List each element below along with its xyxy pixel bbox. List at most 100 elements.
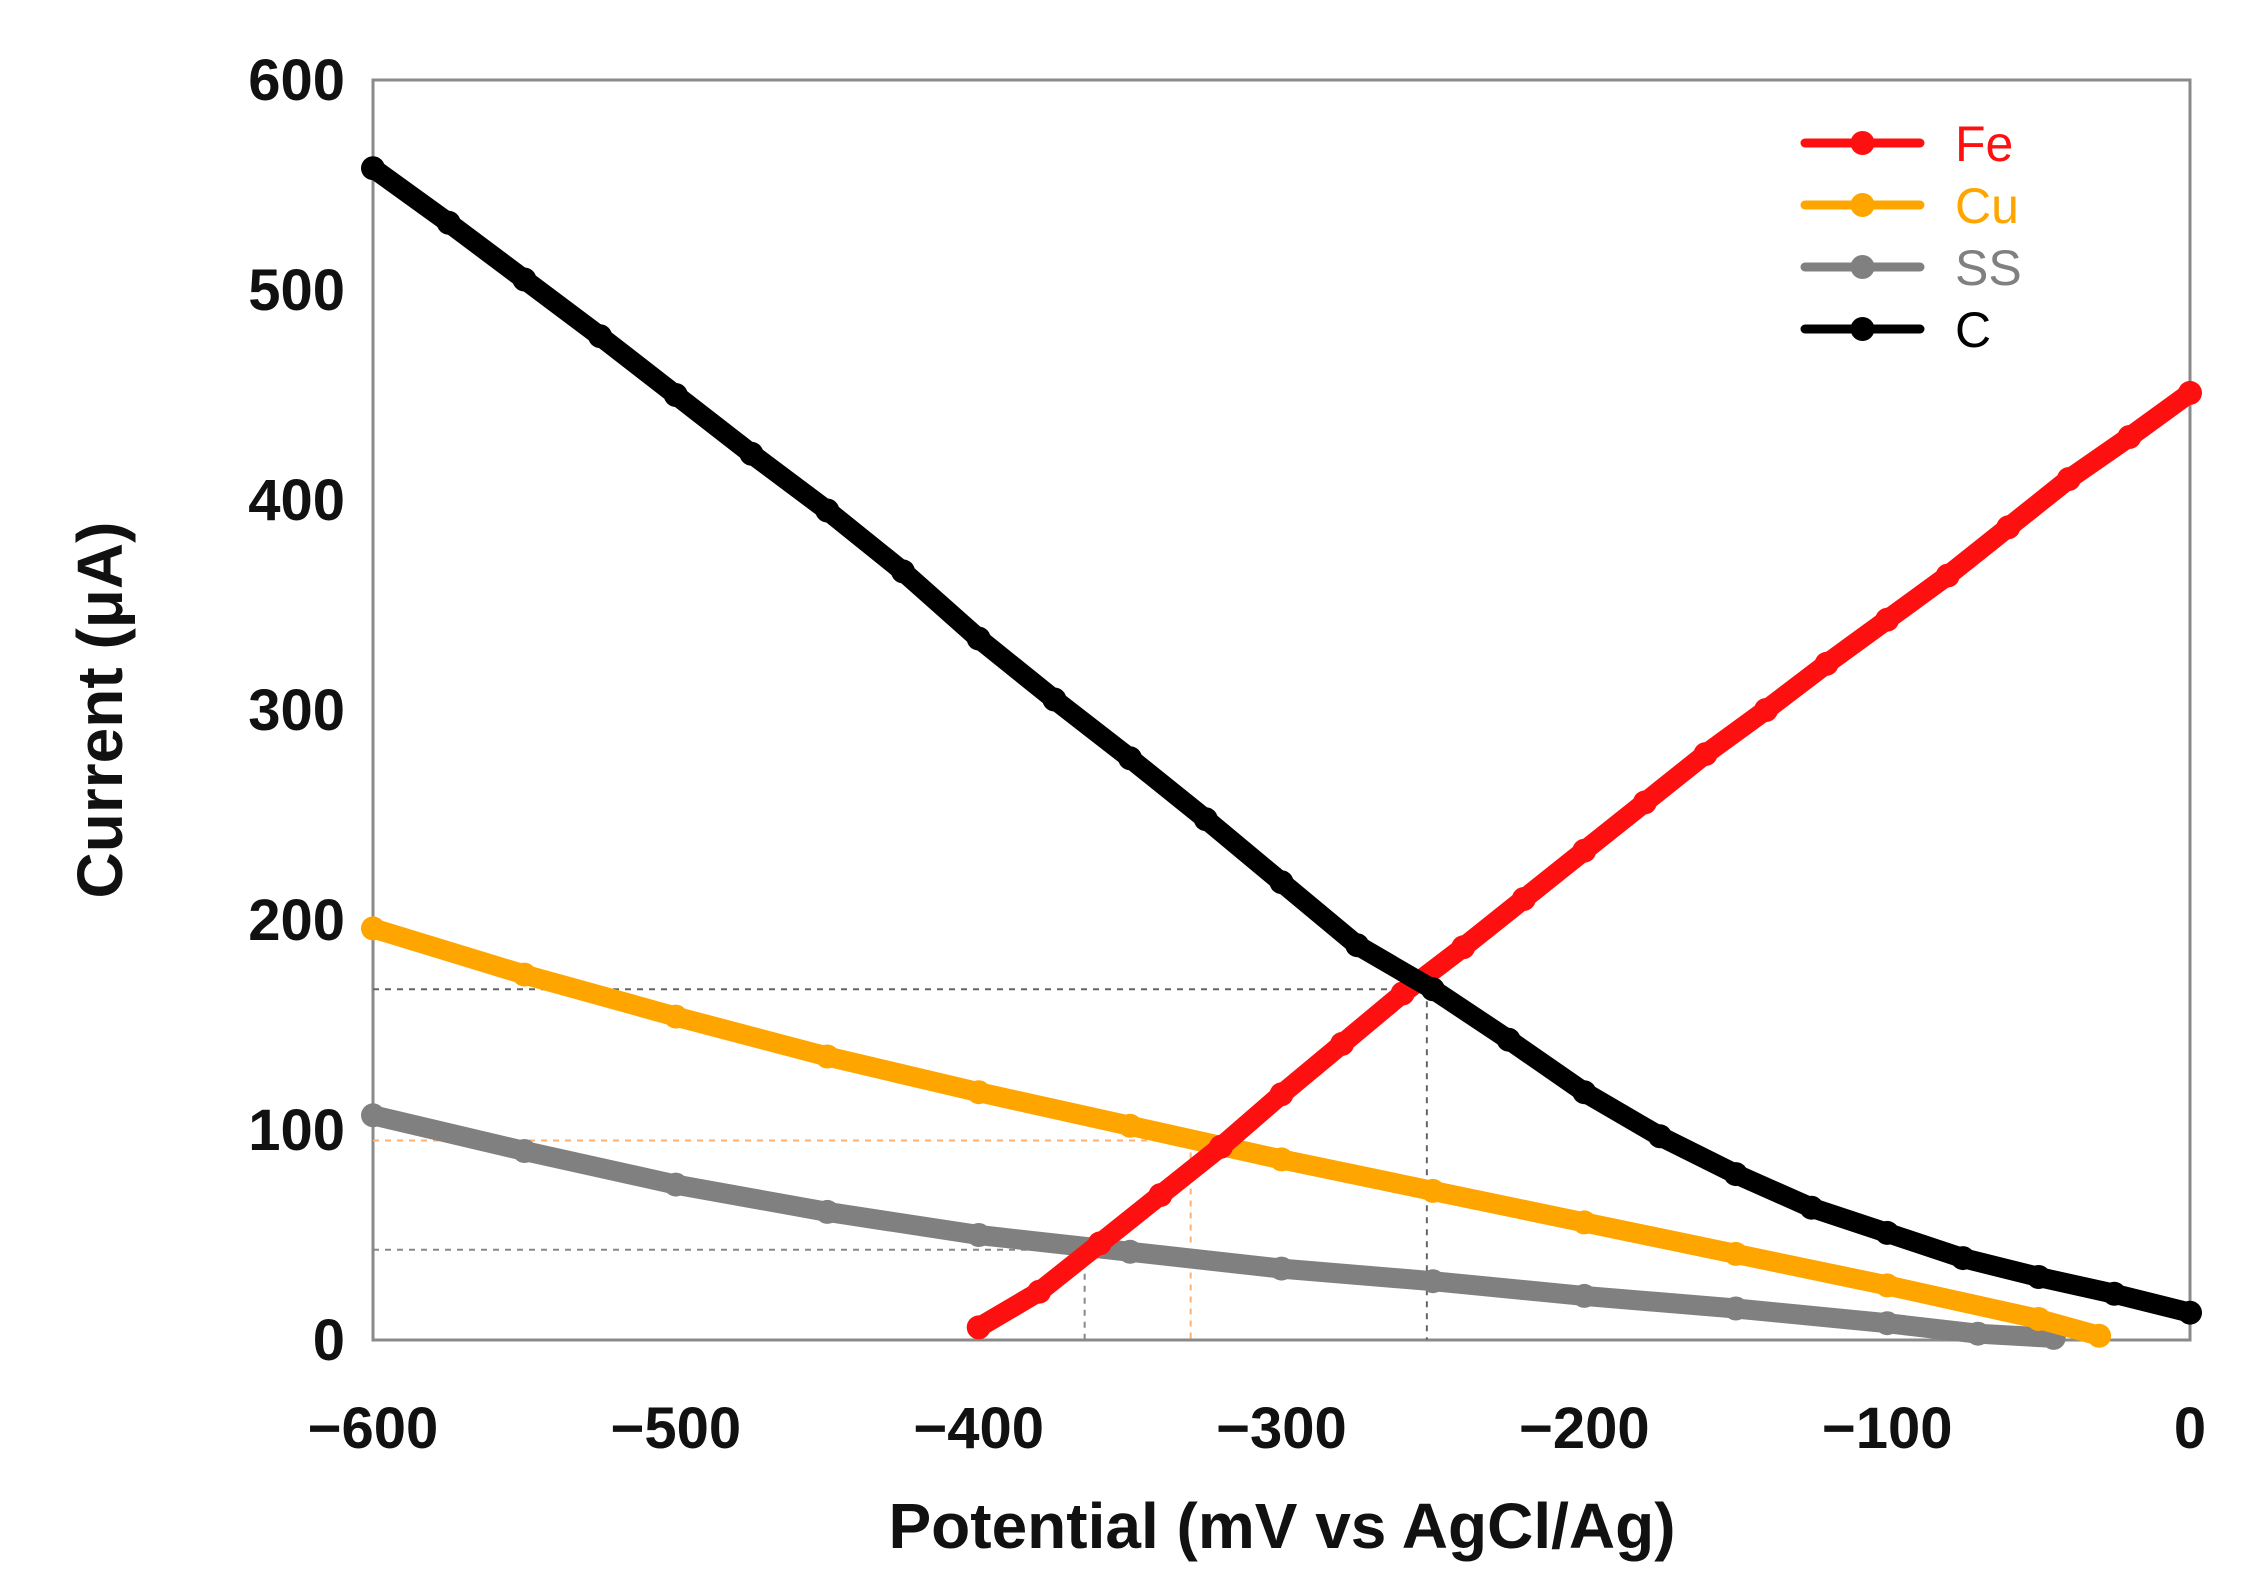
data-point-ss [966,1223,991,1247]
data-point-fe [1814,651,1839,676]
data-point-cu [1420,1178,1445,1203]
data-point-c [891,559,915,584]
data-point-fe [1027,1279,1052,1304]
data-point-ss [1875,1311,1900,1336]
data-point-c [1496,1027,1521,1052]
data-point-c [1269,870,1294,895]
legend-marker-ss [1850,255,1875,279]
data-point-cu [361,916,385,941]
data-point-fe [1935,563,1960,588]
data-point-cu [1269,1147,1294,1172]
data-point-cu [815,1044,840,1069]
data-point-fe [1451,935,1476,960]
y-tick-label: 400 [248,468,345,533]
data-point-c [1875,1220,1900,1245]
y-axis-title: Current (μA) [64,522,136,899]
data-point-fe [1632,790,1657,815]
data-point-c [1193,807,1218,832]
data-point-cu [1875,1273,1900,1298]
data-point-c [588,324,613,349]
plot-frame [371,78,2192,1342]
data-point-ss [512,1139,537,1163]
data-point-fe [1754,698,1778,722]
data-point-c [2026,1265,2051,1289]
data-point-c [663,383,688,407]
data-point-ss [1572,1283,1597,1308]
data-point-c [1118,746,1143,771]
data-point-c [1648,1124,1672,1149]
x-tick-label: −100 [1822,1396,1953,1461]
y-tick-label: 200 [248,888,345,953]
data-point-cu [1723,1241,1748,1266]
data-point-c [815,498,840,523]
data-point-fe [1572,838,1597,863]
data-point-cu [1572,1210,1597,1235]
data-point-ss [815,1199,840,1224]
series-layer [361,156,2202,1350]
data-point-c [361,156,385,181]
data-point-fe [1087,1231,1112,1256]
data-point-ss [1420,1269,1445,1294]
legend-label-c: C [1955,302,1991,358]
data-point-fe [1330,1031,1355,1056]
x-axis-title: Potential (mV vs AgCl/Ag) [888,1490,1675,1562]
data-point-ss [1966,1321,1990,1346]
legend-marker-cu [1850,193,1875,217]
y-tick-label: 100 [248,1098,345,1163]
data-point-cu [2087,1323,2112,1348]
legend-label-fe: Fe [1955,116,2013,172]
data-point-fe [1208,1134,1233,1159]
data-point-fe [966,1315,991,1340]
x-tick-label: −600 [308,1396,439,1461]
data-point-fe [1148,1183,1173,1208]
y-axis-ticks: 0 100 200 300 400 500 600 [248,48,345,1373]
data-point-cu [966,1080,991,1105]
data-point-fe [1875,607,1900,632]
data-point-fe [2178,380,2202,405]
data-point-ss [1723,1296,1748,1321]
data-point-fe [2117,425,2142,449]
data-point-fe [2056,467,2081,491]
x-tick-label: 0 [2174,1396,2206,1461]
data-point-fe [1693,742,1718,767]
data-point-ss [361,1103,385,1128]
data-point-cu [663,1004,688,1029]
data-point-c [1572,1080,1597,1105]
data-point-fe [1996,515,2021,540]
data-point-cu [2026,1307,2051,1331]
data-point-c [966,626,991,651]
legend-label-cu: Cu [1955,178,2019,234]
data-point-c [1042,687,1067,712]
legend-marker-c [1850,317,1875,341]
data-point-fe [1390,981,1415,1006]
x-tick-label: −200 [1519,1396,1650,1461]
data-point-ss [1118,1239,1143,1264]
data-point-c [1723,1162,1748,1187]
y-tick-label: 500 [248,258,345,323]
data-point-ss [663,1172,688,1197]
data-point-ss [1269,1256,1294,1281]
data-point-cu [1118,1113,1143,1138]
data-point-c [739,441,764,466]
legend: Fe Cu SS C [1800,116,2022,358]
data-point-fe [1269,1082,1294,1107]
y-tick-label: 0 [313,1308,345,1373]
legend-label-ss: SS [1955,240,2022,296]
legend-marker-fe [1850,131,1875,155]
data-point-c [1345,933,1370,958]
data-point-c [1420,977,1445,1002]
x-tick-label: −300 [1216,1396,1347,1461]
data-point-cu [512,962,537,987]
data-point-c [1950,1246,1975,1271]
y-tick-label: 600 [248,48,345,113]
x-tick-label: −500 [611,1396,742,1461]
data-point-c [1799,1195,1824,1220]
data-point-c [2102,1281,2127,1306]
x-axis-ticks: −600 −500 −400 −300 −200 −100 0 [308,1396,2206,1461]
data-point-fe [1511,887,1536,911]
data-point-c [2178,1300,2202,1325]
x-tick-label: −400 [913,1396,1044,1461]
data-point-c [436,210,461,235]
data-point-c [512,267,537,292]
